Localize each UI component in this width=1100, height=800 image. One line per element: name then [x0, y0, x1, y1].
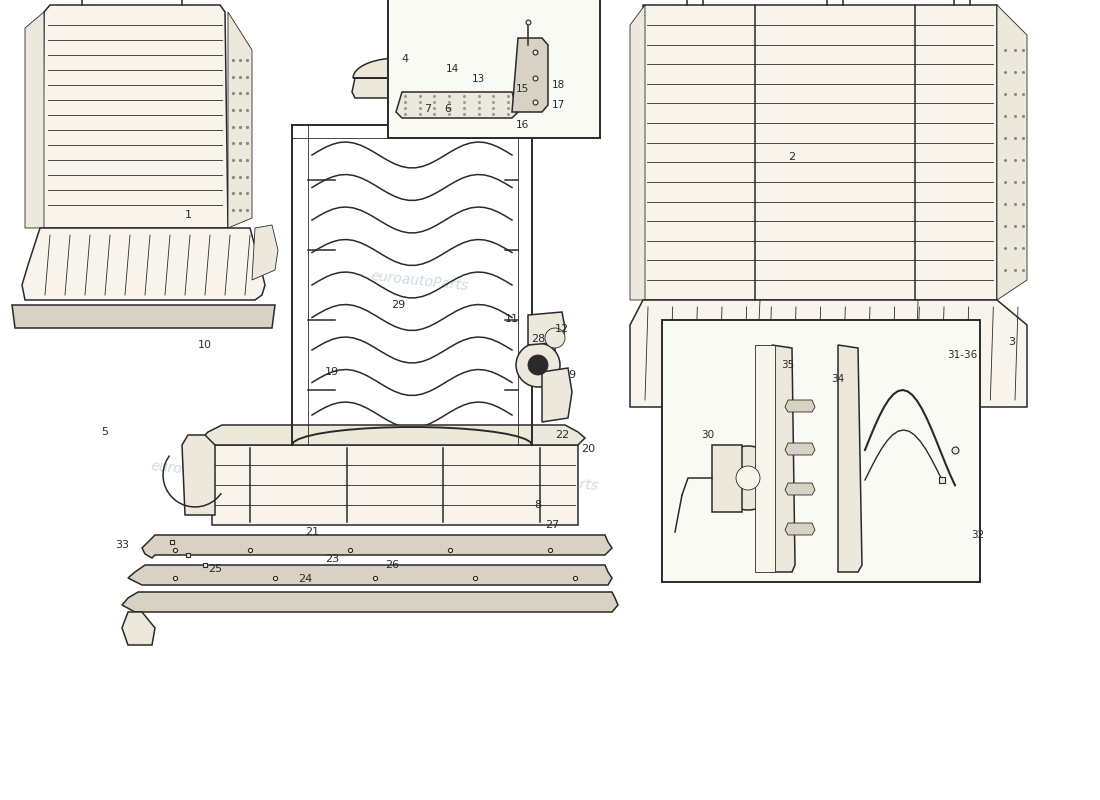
Polygon shape [25, 12, 44, 228]
Circle shape [544, 328, 565, 348]
Bar [662, 320, 980, 582]
Polygon shape [785, 443, 815, 455]
Polygon shape [396, 92, 518, 118]
Polygon shape [997, 5, 1027, 300]
Text: 23: 23 [324, 554, 339, 564]
Text: 21: 21 [305, 527, 319, 537]
Circle shape [516, 343, 560, 387]
Polygon shape [630, 300, 1027, 407]
Text: 1: 1 [185, 210, 191, 220]
Text: 31-36: 31-36 [947, 350, 977, 360]
Polygon shape [785, 483, 815, 495]
Text: 26: 26 [385, 560, 399, 570]
Text: euroautoParts: euroautoParts [500, 469, 600, 493]
Polygon shape [202, 425, 585, 445]
Text: 12: 12 [554, 324, 569, 334]
Polygon shape [772, 345, 795, 572]
Circle shape [716, 446, 780, 510]
Polygon shape [252, 225, 278, 280]
Text: 25: 25 [208, 564, 222, 574]
Text: 22: 22 [554, 430, 569, 440]
Polygon shape [542, 368, 572, 422]
Text: 29: 29 [390, 300, 405, 310]
Polygon shape [785, 400, 815, 412]
Polygon shape [128, 565, 612, 585]
Text: 8: 8 [535, 500, 541, 510]
Text: 14: 14 [446, 64, 459, 74]
Polygon shape [182, 435, 214, 515]
Polygon shape [22, 228, 265, 300]
Polygon shape [212, 445, 578, 525]
Text: 10: 10 [198, 340, 212, 350]
Text: 30: 30 [702, 430, 715, 440]
Text: 5: 5 [101, 427, 109, 437]
Circle shape [528, 355, 548, 375]
Text: euroautoParts: euroautoParts [770, 469, 869, 493]
Text: 6: 6 [444, 104, 451, 114]
Polygon shape [644, 5, 997, 300]
Text: 9: 9 [569, 370, 575, 380]
Polygon shape [353, 58, 443, 78]
Text: 24: 24 [298, 574, 312, 584]
Text: 15: 15 [516, 84, 529, 94]
Polygon shape [352, 78, 446, 98]
Text: 34: 34 [832, 374, 845, 384]
Polygon shape [228, 12, 252, 228]
Polygon shape [122, 612, 155, 645]
Polygon shape [528, 312, 565, 345]
Polygon shape [512, 38, 548, 112]
Text: 7: 7 [425, 104, 431, 114]
Text: 32: 32 [971, 530, 984, 540]
Text: 19: 19 [324, 367, 339, 377]
Text: 17: 17 [551, 100, 564, 110]
Polygon shape [42, 5, 228, 228]
Polygon shape [785, 523, 815, 535]
Circle shape [736, 466, 760, 490]
Polygon shape [142, 535, 612, 558]
Text: euroautoParts: euroautoParts [650, 269, 749, 293]
Text: euroautoParts: euroautoParts [151, 459, 250, 483]
Text: 28: 28 [531, 334, 546, 344]
Text: euroautoParts: euroautoParts [371, 269, 470, 293]
Text: 33: 33 [116, 540, 129, 550]
Polygon shape [838, 345, 862, 572]
Polygon shape [630, 5, 645, 300]
Polygon shape [122, 592, 618, 612]
Polygon shape [712, 445, 743, 512]
Text: 11: 11 [505, 314, 519, 324]
Text: 27: 27 [544, 520, 559, 530]
Polygon shape [12, 305, 275, 328]
Text: euroautoParts: euroautoParts [100, 259, 199, 283]
Text: 18: 18 [551, 80, 564, 90]
Text: 2: 2 [789, 152, 795, 162]
Polygon shape [755, 345, 775, 572]
Text: 20: 20 [581, 444, 595, 454]
Bar [388, 0, 600, 138]
Text: 4: 4 [402, 54, 408, 64]
Text: 3: 3 [1009, 337, 1015, 347]
Text: 35: 35 [781, 360, 794, 370]
Text: 16: 16 [516, 120, 529, 130]
Text: 13: 13 [472, 74, 485, 84]
